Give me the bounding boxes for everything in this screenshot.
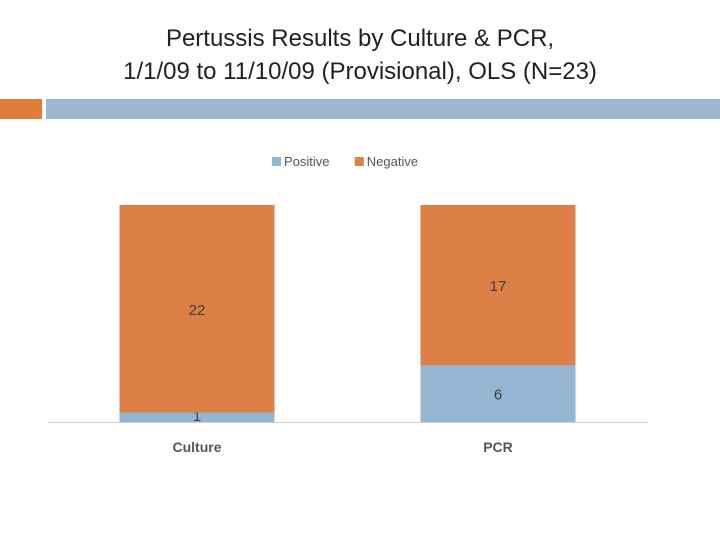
- title-line-2: 1/1/09 to 11/10/09 (Provisional), OLS (N…: [123, 58, 597, 85]
- data-label-pcr-negative: 17: [490, 278, 507, 295]
- bar-culture-negative: [119, 205, 275, 413]
- header-band: [46, 99, 720, 119]
- legend-label-negative: Negative: [367, 154, 418, 169]
- category-label-culture: Culture: [173, 439, 222, 455]
- category-label-pcr: PCR: [483, 439, 513, 455]
- legend-swatch-negative: [354, 157, 364, 166]
- accent-bar: [0, 99, 42, 119]
- legend-swatch-positive: [272, 157, 281, 166]
- bar-pcr-negative: [420, 205, 576, 366]
- legend-label-positive: Positive: [284, 154, 330, 169]
- title-line-1: Pertussis Results by Culture & PCR,: [165, 25, 555, 52]
- data-label-culture-positive: 1: [193, 408, 201, 425]
- bar-culture-positive: [119, 412, 275, 422]
- data-label-culture-negative: 22: [189, 302, 206, 319]
- data-label-pcr-positive: 6: [494, 387, 502, 404]
- bar-pcr-positive: [420, 365, 576, 422]
- slide-title: Pertussis Results by Culture & PCR, 1/1/…: [0, 22, 720, 88]
